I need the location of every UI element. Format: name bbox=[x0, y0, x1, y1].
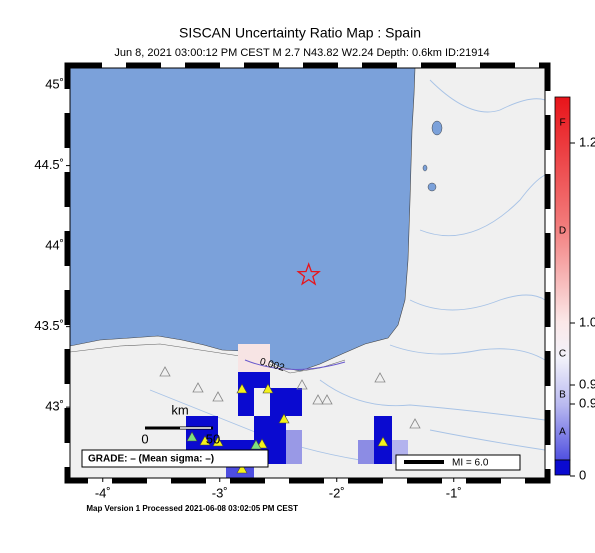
scale-label: 50 bbox=[206, 431, 220, 446]
scale-label: 0 bbox=[141, 431, 148, 446]
colorbar-label: 0.9 bbox=[579, 395, 595, 410]
grade-letter: A bbox=[559, 427, 566, 438]
map-frame-border bbox=[64, 62, 551, 484]
event-info: Jun 8, 2021 03:00:12 PM CEST M 2.7 N43.8… bbox=[114, 47, 489, 59]
map-body: 0.002 GRADE: – (Mean sigma: –) MI = 6.0 … bbox=[70, 68, 545, 478]
map-title: SISCAN Uncertainty Ratio Map : Spain bbox=[179, 25, 421, 41]
lat-tick-label: 44˚ bbox=[45, 238, 64, 253]
grade-letter: D bbox=[559, 226, 566, 237]
rivers bbox=[149, 79, 545, 461]
lat-tick-label: 43.5˚ bbox=[34, 318, 64, 333]
grade-letter: C bbox=[559, 349, 566, 360]
lat-tick-label: 44.5˚ bbox=[34, 157, 64, 172]
stations-used bbox=[186, 383, 389, 474]
grade-letter: B bbox=[559, 390, 566, 401]
colorbar-label: 1.0 bbox=[579, 314, 595, 329]
scale-unit: km bbox=[171, 402, 188, 417]
lake bbox=[431, 120, 443, 136]
grade-text: GRADE: – (Mean sigma: –) bbox=[88, 454, 214, 465]
epicenter bbox=[296, 262, 321, 286]
footer: Map Version 1 Processed 2021-06-08 03:02… bbox=[86, 504, 298, 513]
lat-tick-label: 45˚ bbox=[45, 77, 64, 92]
legend-text: MI = 6.0 bbox=[452, 458, 489, 469]
map-frame bbox=[69, 67, 546, 479]
grade-box bbox=[81, 449, 269, 468]
lon-tick-label: -1˚ bbox=[446, 485, 462, 500]
lake bbox=[422, 164, 428, 172]
lat-tick-label: 43˚ bbox=[45, 399, 64, 414]
colorbar-label: 0.9 bbox=[579, 376, 595, 391]
lon-tick-label: -2˚ bbox=[329, 485, 345, 500]
lon-tick-label: -3˚ bbox=[212, 485, 228, 500]
lake bbox=[427, 182, 437, 192]
stations bbox=[159, 366, 421, 429]
colorbar-label: 0 bbox=[579, 467, 586, 482]
grade-letter: F bbox=[559, 118, 565, 129]
legend-box bbox=[395, 454, 521, 471]
colorbar-label: 1.2 bbox=[579, 134, 595, 149]
lon-tick-label: -4˚ bbox=[95, 485, 111, 500]
sea bbox=[70, 68, 416, 372]
colorbar bbox=[554, 96, 571, 461]
colorbar-zero bbox=[554, 459, 571, 476]
contour-line bbox=[244, 359, 346, 371]
